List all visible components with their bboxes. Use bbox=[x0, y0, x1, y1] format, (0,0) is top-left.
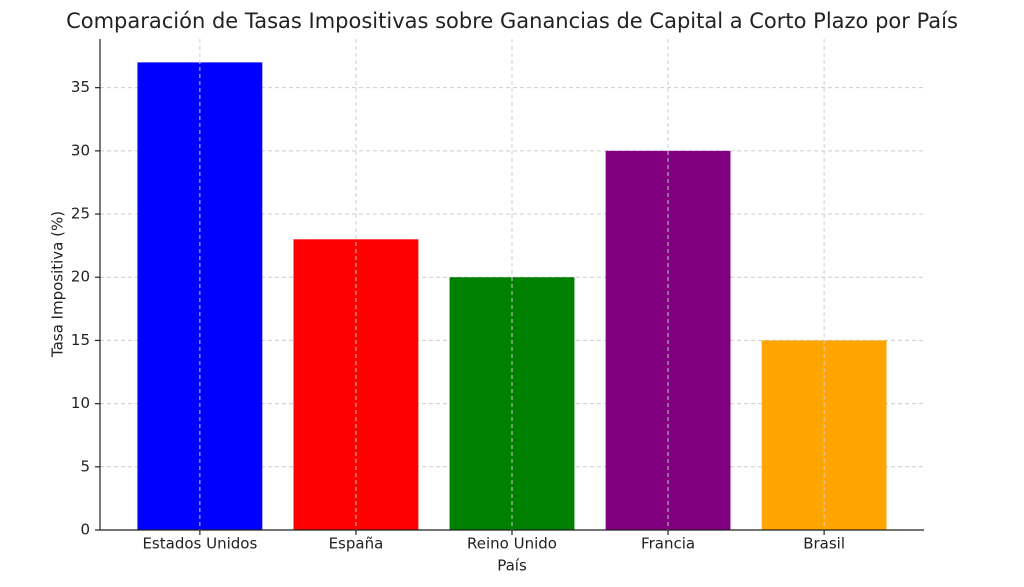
chart-title: Comparación de Tasas Impositivas sobre G… bbox=[66, 9, 958, 33]
y-tick-label: 5 bbox=[80, 457, 90, 475]
y-tick-label: 10 bbox=[71, 394, 90, 412]
bar bbox=[761, 340, 887, 530]
x-tick-label: Brasil bbox=[803, 535, 845, 553]
y-axis-label: Tasa Impositiva (%) bbox=[49, 211, 67, 358]
x-tick-label: Francia bbox=[641, 535, 695, 553]
y-tick-label: 20 bbox=[71, 268, 90, 286]
x-axis-label: País bbox=[497, 557, 527, 575]
x-tick-label: Estados Unidos bbox=[142, 535, 257, 553]
y-tick-label: 30 bbox=[71, 141, 90, 159]
x-tick-label: España bbox=[329, 535, 384, 553]
y-tick-label: 15 bbox=[71, 331, 90, 349]
y-tick-label: 0 bbox=[80, 521, 90, 539]
y-tick-label: 35 bbox=[71, 78, 90, 96]
y-tick-label: 25 bbox=[71, 205, 90, 223]
x-tick-label: Reino Unido bbox=[467, 535, 557, 553]
